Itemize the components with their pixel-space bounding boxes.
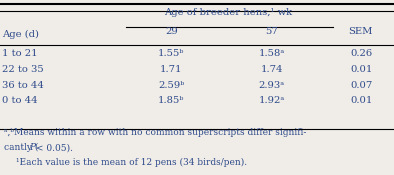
Text: Age of breeder hens,¹ wk: Age of breeder hens,¹ wk bbox=[164, 8, 293, 17]
Text: 1.74: 1.74 bbox=[260, 65, 283, 74]
Text: 2.93ᵃ: 2.93ᵃ bbox=[259, 81, 285, 90]
Text: 0.07: 0.07 bbox=[350, 81, 372, 90]
Text: 2.59ᵇ: 2.59ᵇ bbox=[158, 81, 184, 90]
Text: SEM: SEM bbox=[348, 27, 372, 36]
Text: 1.71: 1.71 bbox=[160, 65, 183, 74]
Text: 29: 29 bbox=[165, 27, 178, 36]
Text: 1.92ᵃ: 1.92ᵃ bbox=[259, 96, 285, 105]
Text: 22 to 35: 22 to 35 bbox=[2, 65, 44, 74]
Text: cantly (: cantly ( bbox=[4, 143, 39, 152]
Text: 1.55ᵇ: 1.55ᵇ bbox=[158, 49, 184, 58]
Text: Age (d): Age (d) bbox=[2, 30, 39, 39]
Text: 0.01: 0.01 bbox=[350, 96, 372, 105]
Text: 0.26: 0.26 bbox=[350, 49, 372, 58]
Text: ¹Each value is the mean of 12 pens (34 birds/pen).: ¹Each value is the mean of 12 pens (34 b… bbox=[16, 158, 247, 167]
Text: < 0.05).: < 0.05). bbox=[33, 143, 73, 152]
Text: 1.85ᵇ: 1.85ᵇ bbox=[158, 96, 184, 105]
Text: ᵃ,ᵇMeans within a row with no common superscripts differ signifi-: ᵃ,ᵇMeans within a row with no common sup… bbox=[4, 128, 306, 137]
Text: 57: 57 bbox=[266, 27, 278, 36]
Text: 1 to 21: 1 to 21 bbox=[2, 49, 37, 58]
Text: 1.58ᵃ: 1.58ᵃ bbox=[259, 49, 285, 58]
Text: P: P bbox=[30, 143, 35, 152]
Text: 36 to 44: 36 to 44 bbox=[2, 81, 44, 90]
Text: 0.01: 0.01 bbox=[350, 65, 372, 74]
Text: 0 to 44: 0 to 44 bbox=[2, 96, 37, 105]
